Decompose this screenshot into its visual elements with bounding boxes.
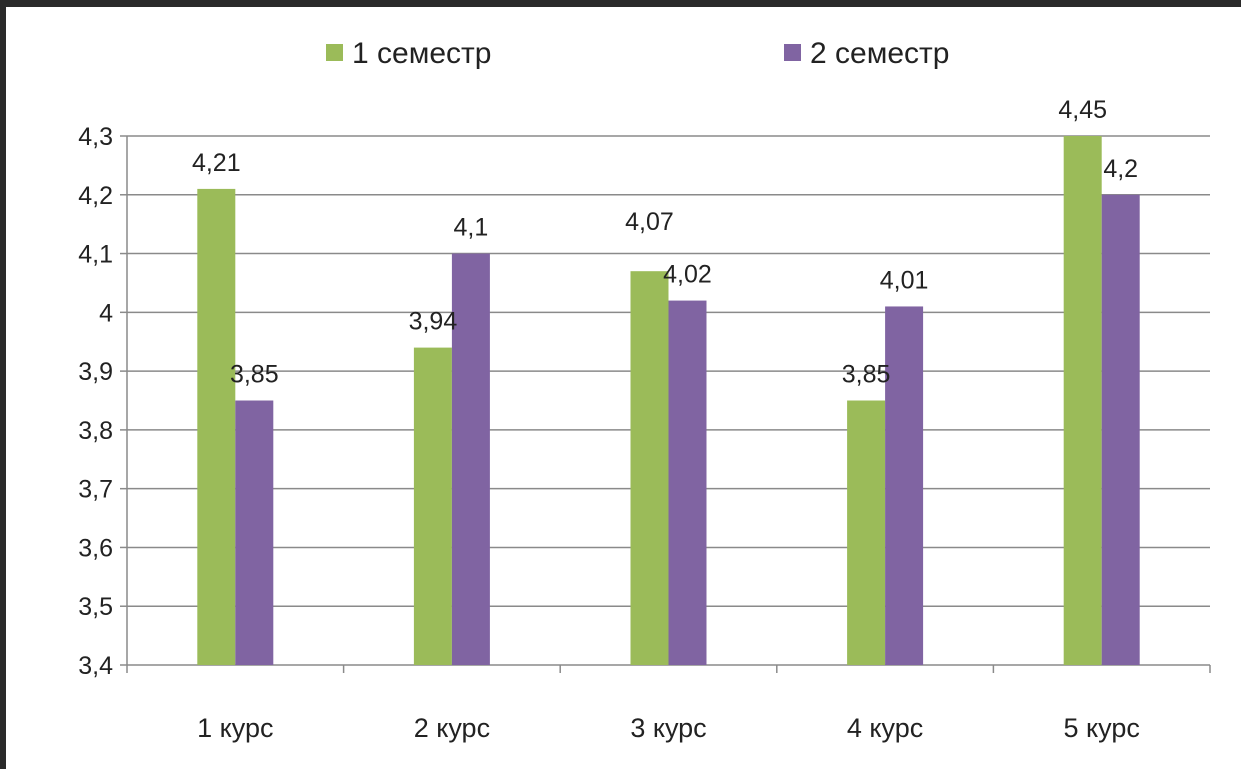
x-category-label: 5 курс	[1064, 713, 1140, 743]
legend-swatch	[784, 44, 801, 61]
data-label: 4,07	[625, 208, 674, 236]
data-label: 3,85	[230, 361, 279, 389]
legend-swatch	[326, 44, 343, 61]
bar-1-4	[847, 400, 886, 665]
x-category-label: 1 курс	[197, 713, 273, 743]
x-category-label: 2 курс	[414, 713, 490, 743]
bar-2-1	[235, 400, 274, 665]
y-tick-labels: 3,4 3,5 3,6 3,7 3,8 3,9 4 4,1 4,2 4,3	[78, 123, 113, 680]
bar-1-5	[1063, 136, 1102, 665]
bar-2-4	[885, 306, 924, 665]
data-label: 4,1	[454, 214, 489, 242]
bars	[197, 136, 1140, 666]
y-tick-label: 4	[99, 299, 113, 327]
y-tick-label: 3,4	[78, 652, 113, 680]
y-tick-label: 3,5	[78, 593, 113, 621]
x-category-label: 4 курс	[847, 713, 923, 743]
data-label: 3,85	[842, 361, 891, 389]
bar-1-1	[197, 188, 236, 665]
y-tick-label: 4,2	[78, 182, 113, 210]
y-tick-label: 3,9	[78, 358, 113, 386]
legend-label: 2 семестр	[810, 37, 949, 70]
data-label: 3,94	[409, 308, 458, 336]
data-label: 4,01	[880, 266, 929, 294]
bar-1-2	[413, 347, 452, 665]
bar-chart: 3,43,53,63,73,83,944,14,24,3 4,213,853,9…	[78, 37, 1211, 743]
y-tick-label: 4,1	[78, 241, 113, 269]
data-labels: 4,21 3,85 3,94 4,1 4,07 4,02 3,85 4,01 4,45 4,2	[192, 96, 1138, 389]
legend-label: 1 семестр	[352, 37, 491, 70]
y-tick-label: 4,3	[78, 123, 113, 151]
category-labels: 1 курс 2 курс 3 курс 4 курс 5 курс	[197, 713, 1140, 743]
data-label: 4,21	[192, 149, 241, 177]
x-category-label: 3 курс	[630, 713, 706, 743]
bar-2-3	[668, 300, 707, 665]
y-tick-label: 3,8	[78, 417, 113, 445]
bar-2-2	[451, 253, 490, 666]
data-label: 4,2	[1103, 155, 1138, 183]
legend: 1 семестр 2 семестр	[326, 37, 949, 70]
bar-1-3	[630, 271, 669, 665]
y-tick-label: 3,6	[78, 534, 113, 562]
data-label: 4,45	[1058, 96, 1107, 124]
data-label: 4,02	[663, 261, 712, 289]
bar-2-5	[1101, 194, 1140, 665]
y-tick-label: 3,7	[78, 476, 113, 504]
